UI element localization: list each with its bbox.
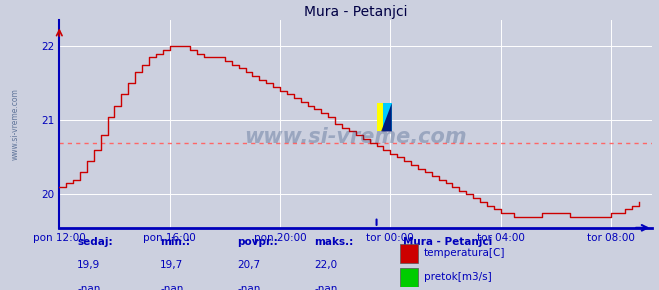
Text: povpr.:: povpr.: — [237, 237, 278, 247]
Text: 22,0: 22,0 — [314, 260, 337, 270]
Bar — [384, 103, 391, 131]
FancyBboxPatch shape — [400, 244, 418, 263]
Text: maks.:: maks.: — [314, 237, 354, 247]
Text: -nan: -nan — [237, 284, 260, 290]
Text: 19,7: 19,7 — [160, 260, 183, 270]
Polygon shape — [381, 103, 391, 131]
Text: sedaj:: sedaj: — [77, 237, 113, 247]
Text: -nan: -nan — [314, 284, 337, 290]
Text: pretok[m3/s]: pretok[m3/s] — [424, 272, 492, 282]
Text: 19,9: 19,9 — [77, 260, 100, 270]
Bar — [376, 103, 384, 131]
FancyBboxPatch shape — [400, 268, 418, 287]
Text: temperatura[C]: temperatura[C] — [424, 248, 505, 258]
Text: www.si-vreme.com: www.si-vreme.com — [244, 126, 467, 146]
Text: 20,7: 20,7 — [237, 260, 260, 270]
Text: www.si-vreme.com: www.si-vreme.com — [11, 88, 19, 160]
Text: -nan: -nan — [77, 284, 100, 290]
Text: -nan: -nan — [160, 284, 183, 290]
Title: Mura - Petanjci: Mura - Petanjci — [304, 5, 408, 19]
Text: min.:: min.: — [160, 237, 190, 247]
Text: Mura - Petanjci: Mura - Petanjci — [403, 237, 492, 247]
